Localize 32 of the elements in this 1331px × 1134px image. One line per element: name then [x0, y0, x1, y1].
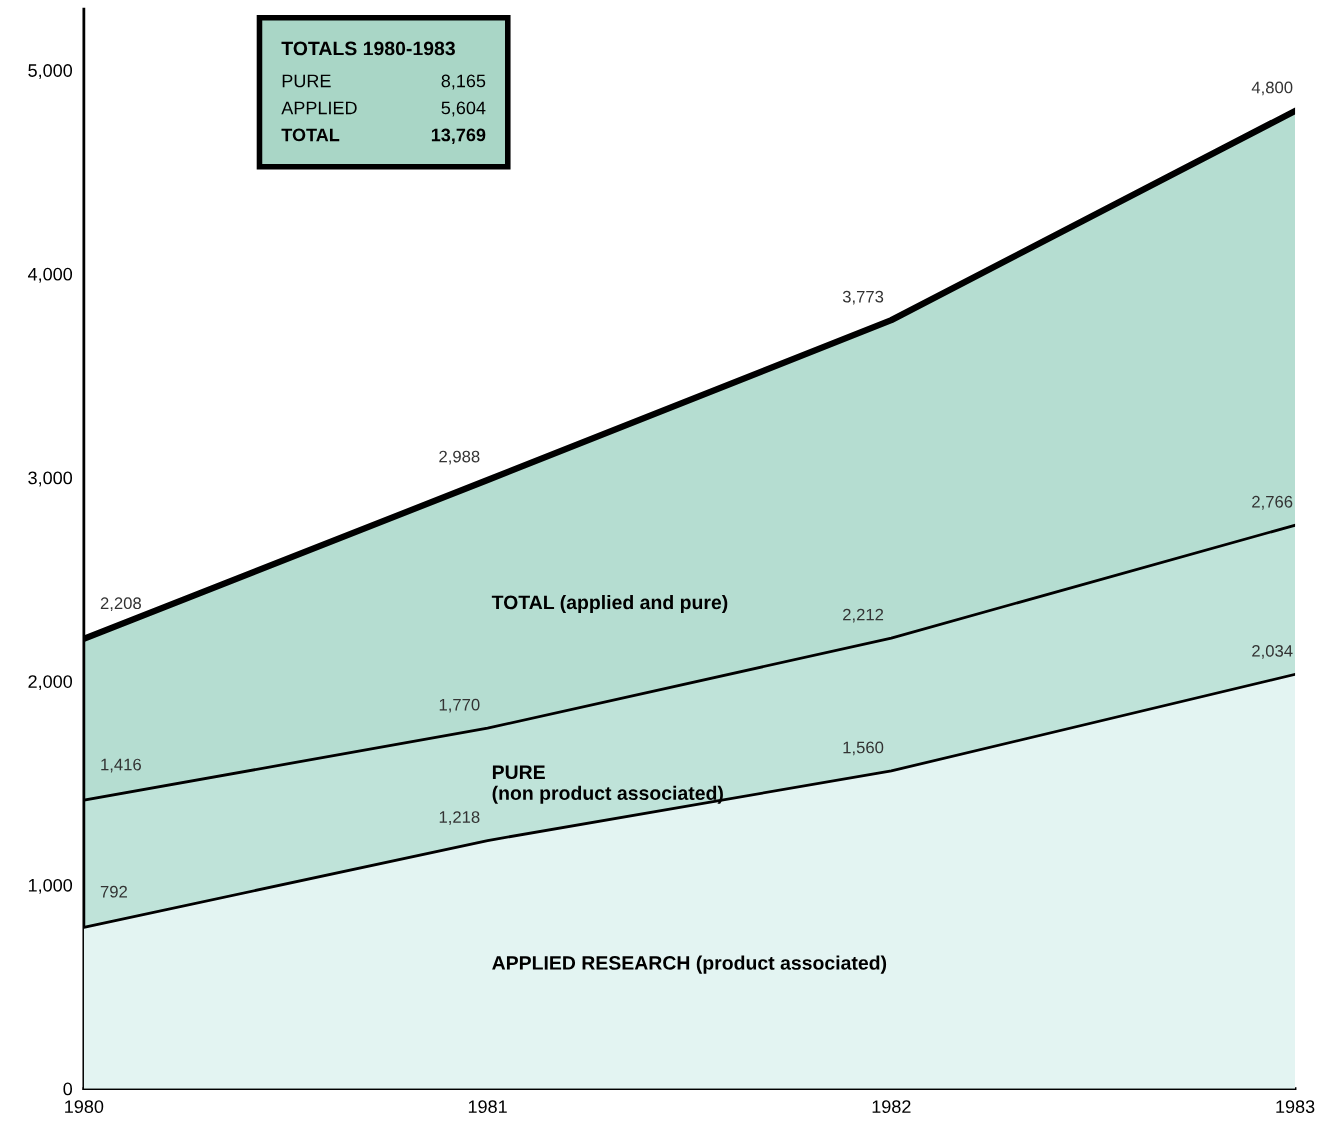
annotation: APPLIED [281, 101, 357, 115]
annotation: PURE [282, 74, 331, 88]
data-label: 3,773 [842, 290, 884, 305]
x-tick-label: 1981 [468, 1100, 507, 1114]
y-tick-label: 4,000 [27, 267, 73, 283]
data-label: 2,034 [1252, 644, 1293, 659]
annotation: 13,769 [431, 128, 486, 144]
data-label: 2,766 [1252, 495, 1293, 510]
series-label: PURE (non product associated) [492, 765, 723, 804]
data-label: 1,770 [439, 698, 480, 713]
series-label: APPLIED RESEARCH (product associated) [492, 955, 887, 974]
data-label: 2,212 [843, 608, 884, 623]
y-tick-label: 5,000 [28, 64, 73, 80]
x-tick-label: 1983 [1276, 1100, 1315, 1114]
data-label: 1,218 [439, 811, 480, 825]
annotation: 5,604 [441, 101, 486, 117]
series-label: TOTAL (applied and pure) [491, 594, 728, 614]
y-tick-label: 0 [63, 1082, 73, 1096]
y-tick-label: 3,000 [28, 471, 73, 487]
y-tick-label: 2,000 [28, 675, 73, 691]
data-label: 4,800 [1251, 81, 1293, 96]
annotation: TOTAL [281, 128, 340, 142]
annotation: 8,165 [441, 74, 486, 90]
data-label: 2,988 [439, 450, 480, 465]
x-tick-label: 1980 [65, 1100, 104, 1114]
data-label: 1,560 [843, 741, 884, 756]
data-label: 792 [100, 885, 127, 898]
data-label: 1,416 [101, 758, 141, 773]
y-tick-label: 1,000 [28, 878, 73, 894]
annotation: TOTALS 1980-1983 [281, 41, 455, 56]
x-tick-label: 1982 [872, 1100, 911, 1114]
data-label: 2,208 [100, 597, 141, 612]
